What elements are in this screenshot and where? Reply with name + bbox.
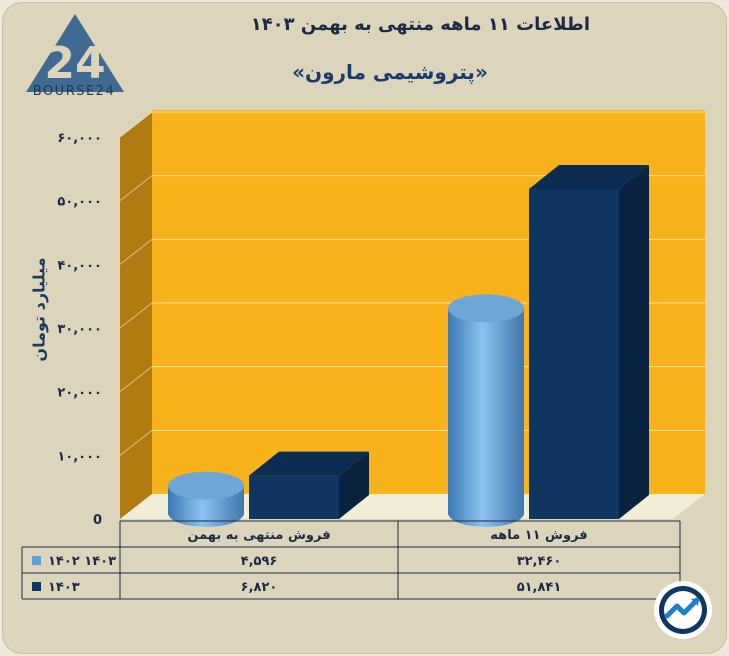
y-tick-label: ۶۰,۰۰۰ (57, 131, 102, 146)
legend-series-name: ۱۴۰۳ (48, 580, 80, 595)
y-tick-label: ۵۰,۰۰۰ (57, 195, 102, 210)
legend-swatch-0 (32, 556, 41, 565)
gridline (119, 111, 705, 138)
category-label: فروش منتهی به بهمن (187, 528, 330, 543)
category-label: فروش ۱۱ ماهه (490, 528, 587, 543)
y-tick-label: 0 (93, 513, 102, 528)
site-badge-icon (657, 584, 709, 636)
gridline (119, 175, 705, 202)
bar-1402-cylinder (448, 308, 524, 527)
table-value-cell: ۵۱,۸۴۱ (517, 580, 562, 595)
table-value-cell: ۶,۸۲۰ (241, 580, 278, 595)
legend-swatch-1 (32, 582, 41, 591)
bar-1403-side (619, 164, 649, 520)
bourse24-logo: 24 (26, 14, 124, 92)
y-tick-label: ۲۰,۰۰۰ (57, 386, 102, 401)
chart-title: اطلاعات ۱۱ ماهه منتهی به بهمن ۱۴۰۳ (250, 14, 590, 35)
y-tick-label: ۱۰,۰۰۰ (57, 449, 102, 464)
bar-1402-top (448, 294, 524, 323)
bar-1403-side (339, 451, 369, 519)
bar-1402-top (168, 471, 244, 500)
y-tick-label: ۳۰,۰۰۰ (57, 322, 102, 337)
gridline (119, 238, 705, 265)
logo-text: BOURSE24 (32, 84, 116, 99)
table-value-cell: ۳۲,۴۶۰ (517, 554, 562, 569)
y-tick-label: ۴۰,۰۰۰ (57, 258, 102, 273)
bar-1403-front (249, 475, 339, 519)
table-value-cell: ۴,۵۹۶ (241, 554, 278, 569)
legend-series-name: ۱۴۰۲ ۱۴۰۳ (48, 554, 116, 569)
bar-1403-top (529, 164, 649, 189)
chart-subtitle: «پتروشیمی مارون» (292, 60, 488, 84)
bar-1403-front (529, 188, 619, 520)
bar-1403-top (249, 451, 369, 476)
svg-text:24: 24 (44, 38, 105, 89)
